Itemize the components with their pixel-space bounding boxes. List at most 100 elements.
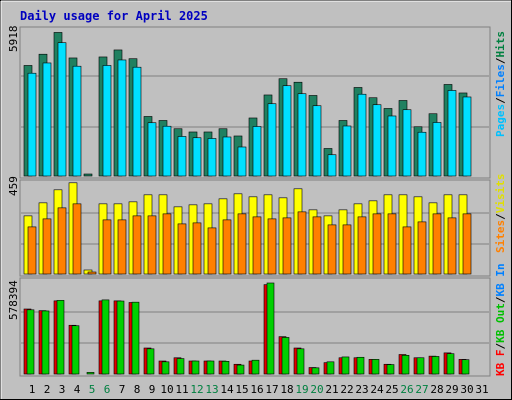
bar-sites-day-5	[87, 271, 97, 275]
bar-pages-day-7	[117, 59, 127, 177]
bar-pages-day-6	[102, 65, 112, 177]
bar-pages-day-10	[162, 125, 172, 177]
bar-sites-day-6	[102, 219, 112, 275]
bar-sites-day-22	[342, 224, 352, 275]
bar-kb-out-day-16	[251, 359, 260, 375]
x-label-day-6: 6	[104, 383, 111, 396]
bar-pages-day-19	[297, 93, 307, 177]
bar-pages-day-18	[282, 85, 292, 177]
bar-kb-out-day-17	[266, 282, 275, 375]
bar-pages-day-2	[42, 62, 52, 177]
x-label-day-7: 7	[119, 383, 126, 396]
bar-sites-day-1	[27, 226, 37, 275]
bar-kb-out-day-25	[386, 364, 395, 375]
legend-part-1-2: Visits	[494, 174, 507, 214]
x-label-day-10: 10	[160, 383, 173, 396]
bar-pages-day-16	[252, 126, 262, 177]
legend-part-2-1: /	[494, 343, 507, 350]
bar-kb-out-day-4	[71, 325, 80, 375]
x-label-day-21: 21	[325, 383, 338, 396]
x-label-day-26: 26	[400, 383, 413, 396]
x-label-day-14: 14	[220, 383, 234, 396]
bar-kb-out-day-22	[341, 356, 350, 375]
bar-pages-day-20	[312, 105, 322, 177]
bar-pages-day-23	[357, 93, 367, 177]
bar-sites-day-16	[252, 216, 262, 275]
top-ymax-label: 5918	[7, 26, 20, 53]
bar-pages-day-30	[462, 96, 472, 177]
bar-pages-day-28	[432, 122, 442, 177]
bar-kb-out-day-30	[461, 359, 470, 375]
legend-part-0-3: /	[494, 57, 507, 64]
bar-sites-day-7	[117, 219, 127, 275]
bar-sites-day-23	[357, 216, 367, 275]
x-label-day-3: 3	[59, 383, 66, 396]
bar-kb-out-day-2	[41, 310, 50, 375]
panel-bottom-plot-area	[19, 277, 491, 377]
chart-title: Daily usage for April 2025	[20, 9, 208, 23]
x-label-day-18: 18	[280, 383, 293, 396]
bar-pages-day-29	[447, 90, 457, 177]
x-label-day-20: 20	[310, 383, 323, 396]
bar-pages-day-1	[27, 72, 37, 177]
bar-sites-day-27	[417, 221, 427, 275]
top-legend: Pages/Files/Hits	[494, 31, 507, 137]
bar-kb-out-day-29	[446, 353, 455, 375]
legend-part-2-3: /	[494, 296, 507, 303]
bars-layer	[21, 32, 489, 375]
bar-kb-out-day-20	[311, 367, 320, 375]
bar-sites-day-28	[432, 213, 442, 275]
bar-pages-day-14	[222, 136, 232, 177]
x-label-day-29: 29	[445, 383, 458, 396]
legend-part-2-4: KB In	[494, 263, 507, 296]
x-label-day-25: 25	[385, 383, 398, 396]
bar-kb-out-day-9	[146, 348, 155, 375]
bottom-ymax-label: 578394	[7, 280, 20, 320]
bar-sites-day-12	[192, 222, 202, 275]
x-label-day-23: 23	[355, 383, 368, 396]
bar-sites-day-15	[237, 213, 247, 275]
x-label-day-15: 15	[235, 383, 248, 396]
bar-sites-day-13	[207, 227, 217, 275]
bar-sites-day-29	[447, 217, 457, 275]
bar-kb-out-day-24	[371, 359, 380, 375]
bar-kb-out-day-14	[221, 361, 230, 375]
bar-pages-day-9	[147, 122, 157, 177]
bar-sites-day-9	[147, 215, 157, 275]
bar-sites-day-19	[297, 211, 307, 275]
bar-sites-day-2	[42, 218, 52, 275]
panel-bottom	[19, 277, 491, 377]
bar-kb-out-day-10	[161, 361, 170, 375]
bar-pages-day-15	[237, 146, 247, 177]
bar-sites-day-17	[267, 218, 277, 275]
x-label-day-24: 24	[370, 383, 384, 396]
x-label-day-22: 22	[340, 383, 353, 396]
legend-part-0-0: Pages	[494, 104, 507, 137]
bar-pages-day-24	[372, 104, 382, 177]
x-label-day-28: 28	[430, 383, 443, 396]
bar-sites-day-3	[57, 207, 67, 275]
x-label-day-12: 12	[190, 383, 203, 396]
bar-pages-day-26	[402, 109, 412, 177]
legend-part-2-2: KB Out	[494, 303, 507, 343]
x-label-day-8: 8	[134, 383, 141, 396]
bar-kb-out-day-26	[401, 355, 410, 375]
bar-pages-day-27	[417, 131, 427, 177]
x-label-day-13: 13	[205, 383, 218, 396]
x-label-day-1: 1	[29, 383, 36, 396]
bar-kb-out-day-23	[356, 356, 365, 375]
bar-kb-out-day-11	[176, 358, 185, 375]
bar-pages-day-12	[192, 137, 202, 177]
bar-kb-out-day-27	[416, 357, 425, 375]
legend-part-2-0: KB F	[494, 350, 507, 377]
bar-sites-day-21	[327, 224, 337, 275]
bar-kb-out-day-6	[101, 299, 110, 375]
bar-pages-day-11	[177, 136, 187, 177]
x-label-day-17: 17	[265, 383, 278, 396]
x-label-day-30: 30	[460, 383, 473, 396]
x-axis-labels: 1 2 3 4 5 6 7 8 9 10 11 12 13 14 15 16 17 18 19 20 21 22 23 24 2…	[29, 383, 489, 396]
x-label-day-11: 11	[175, 383, 188, 396]
x-label-day-27: 27	[415, 383, 428, 396]
bar-hits-day-5	[83, 173, 93, 177]
